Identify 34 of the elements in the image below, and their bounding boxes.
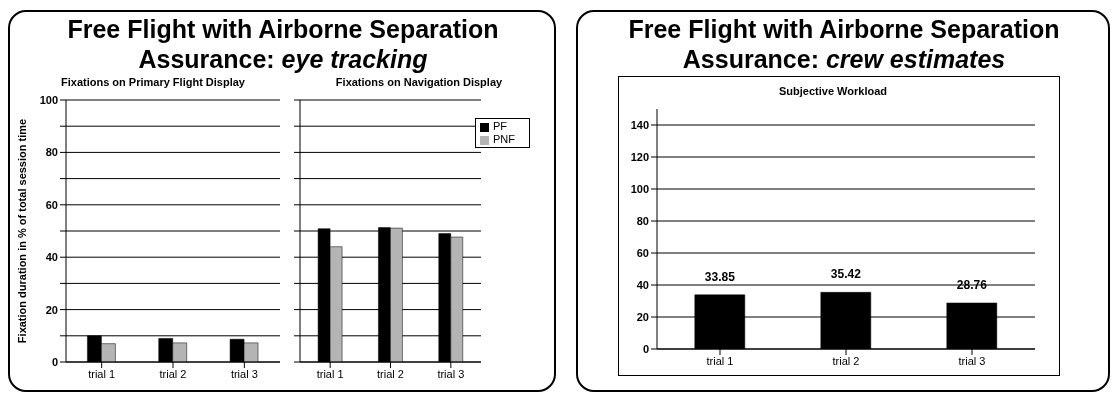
- data-label: 35.42: [830, 267, 862, 282]
- x-tick-label: trial 1: [88, 367, 116, 380]
- legend-label: PNF: [493, 133, 515, 145]
- y-tick-label: 140: [630, 118, 649, 131]
- chart-title: Free Flight with Airborne Separation Assurance: crew estimates: [627, 14, 1061, 75]
- y-tick-label: 120: [630, 150, 649, 163]
- chart-subtitle: Subjective Workload: [778, 85, 888, 99]
- data-label: 28.76: [956, 277, 988, 292]
- chart-title: Free Flight with Airborne Separation Assurance: eye tracking: [66, 14, 500, 75]
- y-tick-label: 80: [45, 146, 58, 159]
- x-tick-label: trial 3: [230, 367, 258, 380]
- y-tick-label: 60: [636, 246, 649, 259]
- x-tick-label: trial 2: [377, 367, 404, 380]
- y-tick-label: 20: [45, 303, 58, 316]
- y-tick-label: 40: [636, 278, 649, 291]
- y-tick-label: 100: [630, 182, 649, 195]
- legend-label: PF: [493, 120, 508, 132]
- x-tick-label: trial 1: [706, 354, 734, 367]
- x-tick-label: trial 2: [159, 367, 187, 380]
- y-tick-label: 100: [39, 93, 58, 106]
- data-label: 33.85: [704, 269, 736, 284]
- x-tick-label: trial 3: [958, 354, 986, 367]
- y-tick-label: 0: [51, 355, 58, 368]
- y-tick-label: 0: [642, 342, 649, 355]
- y-tick-label: 40: [45, 251, 58, 264]
- y-tick-label: 20: [636, 310, 649, 323]
- y-tick-label: 80: [636, 214, 649, 227]
- chart-subtitle: Fixations on Primary Flight Display: [60, 76, 246, 90]
- x-tick-label: trial 1: [316, 367, 344, 380]
- chart-title: Fixations on Navigation Display: [334, 76, 504, 90]
- y-tick-label: 60: [45, 198, 58, 211]
- y-axis-title: Fixation duration in % of total session time: [15, 118, 28, 344]
- x-tick-label: trial 2: [832, 354, 860, 367]
- x-tick-label: trial 3: [437, 367, 465, 380]
